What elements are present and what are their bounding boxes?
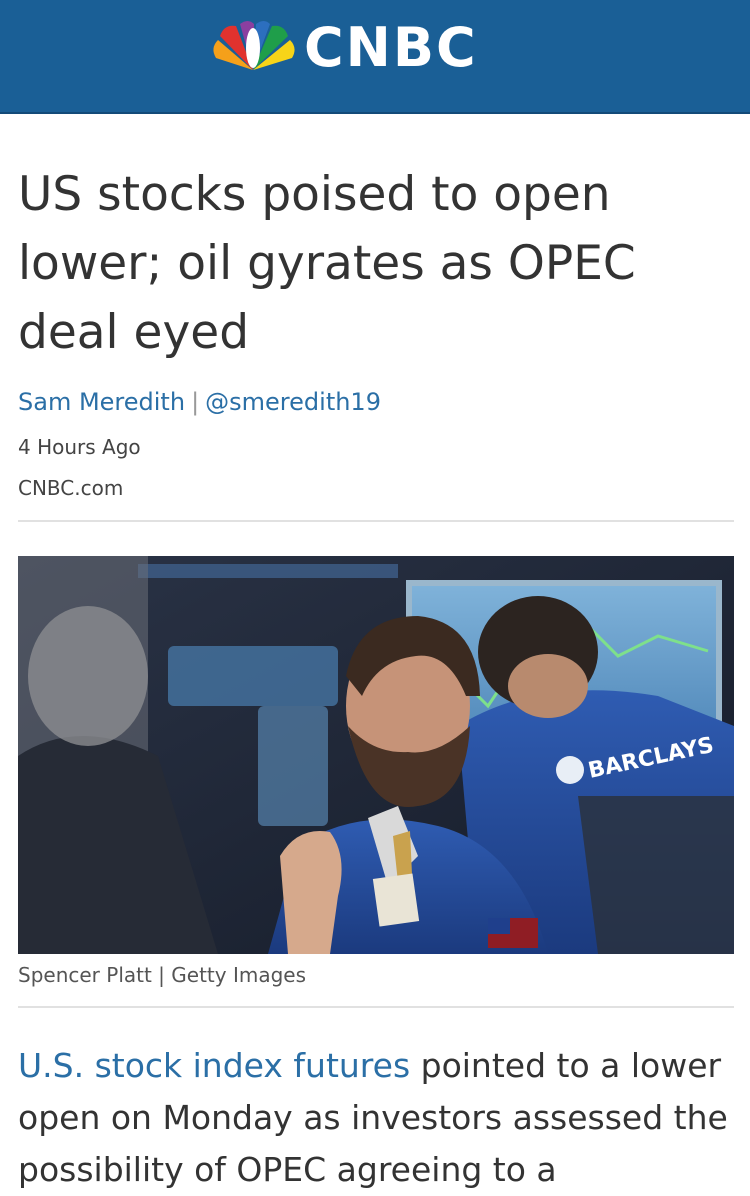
- divider: [18, 1006, 734, 1008]
- byline: Sam Meredith | @smeredith19: [18, 384, 381, 420]
- article-photo[interactable]: BARCLAYS: [18, 556, 734, 954]
- photo-credit: Spencer Platt | Getty Images: [18, 960, 306, 990]
- article-headline: US stocks poised to open lower; oil gyra…: [18, 160, 730, 367]
- nbc-peacock-icon: [208, 18, 298, 78]
- stock-futures-link[interactable]: U.S. stock index futures: [18, 1046, 410, 1085]
- byline-separator: |: [185, 388, 205, 416]
- timestamp: 4 Hours Ago: [18, 432, 141, 462]
- article-body: U.S. stock index futures pointed to a lo…: [18, 1040, 734, 1196]
- photo-illustration: BARCLAYS: [18, 556, 734, 954]
- twitter-handle-link[interactable]: @smeredith19: [205, 388, 381, 416]
- site-header: CNBC: [0, 0, 750, 114]
- divider: [18, 520, 734, 522]
- source-label: CNBC.com: [18, 473, 123, 503]
- cnbc-logo[interactable]: CNBC: [208, 18, 478, 78]
- logo-wordmark: CNBC: [304, 18, 478, 78]
- author-link[interactable]: Sam Meredith: [18, 388, 185, 416]
